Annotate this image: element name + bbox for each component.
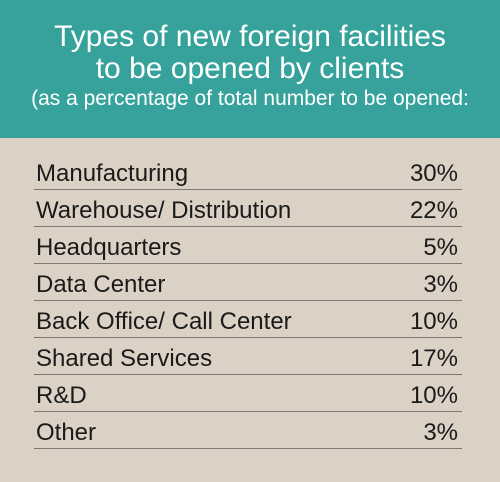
row-value: 3% [423,419,458,446]
facility-types-table: Manufacturing 30% Warehouse/ Distributio… [34,153,462,449]
row-value: 22% [409,197,458,224]
table-row: Manufacturing 30% [34,153,462,190]
chart-subtitle: (as a percentage of total number to be o… [31,87,469,110]
table-row: Other 3% [34,412,462,449]
table-row: Data Center 3% [34,264,462,301]
row-label: Manufacturing [36,160,189,187]
row-label: Other [36,419,97,446]
table-row: Headquarters 5% [34,227,462,264]
row-value: 10% [409,308,458,335]
header-banner: Types of new foreign facilities to be op… [0,0,500,138]
row-label: Shared Services [36,345,213,372]
row-value: 30% [409,160,458,187]
table-row: Warehouse/ Distribution 22% [34,190,462,227]
row-label: Back Office/ Call Center [36,308,292,335]
row-label: R&D [36,382,87,409]
table-row: Back Office/ Call Center 10% [34,301,462,338]
row-label: Warehouse/ Distribution [36,197,292,224]
table-row: R&D 10% [34,375,462,412]
chart-title-line-2: to be opened by clients [95,52,405,85]
row-value: 10% [409,382,458,409]
chart-title-line-1: Types of new foreign facilities [54,20,446,53]
table-row: Shared Services 17% [34,338,462,375]
row-value: 3% [423,271,458,298]
row-label: Headquarters [36,234,182,261]
row-value: 5% [423,234,458,261]
row-label: Data Center [36,271,166,298]
row-value: 17% [409,345,458,372]
